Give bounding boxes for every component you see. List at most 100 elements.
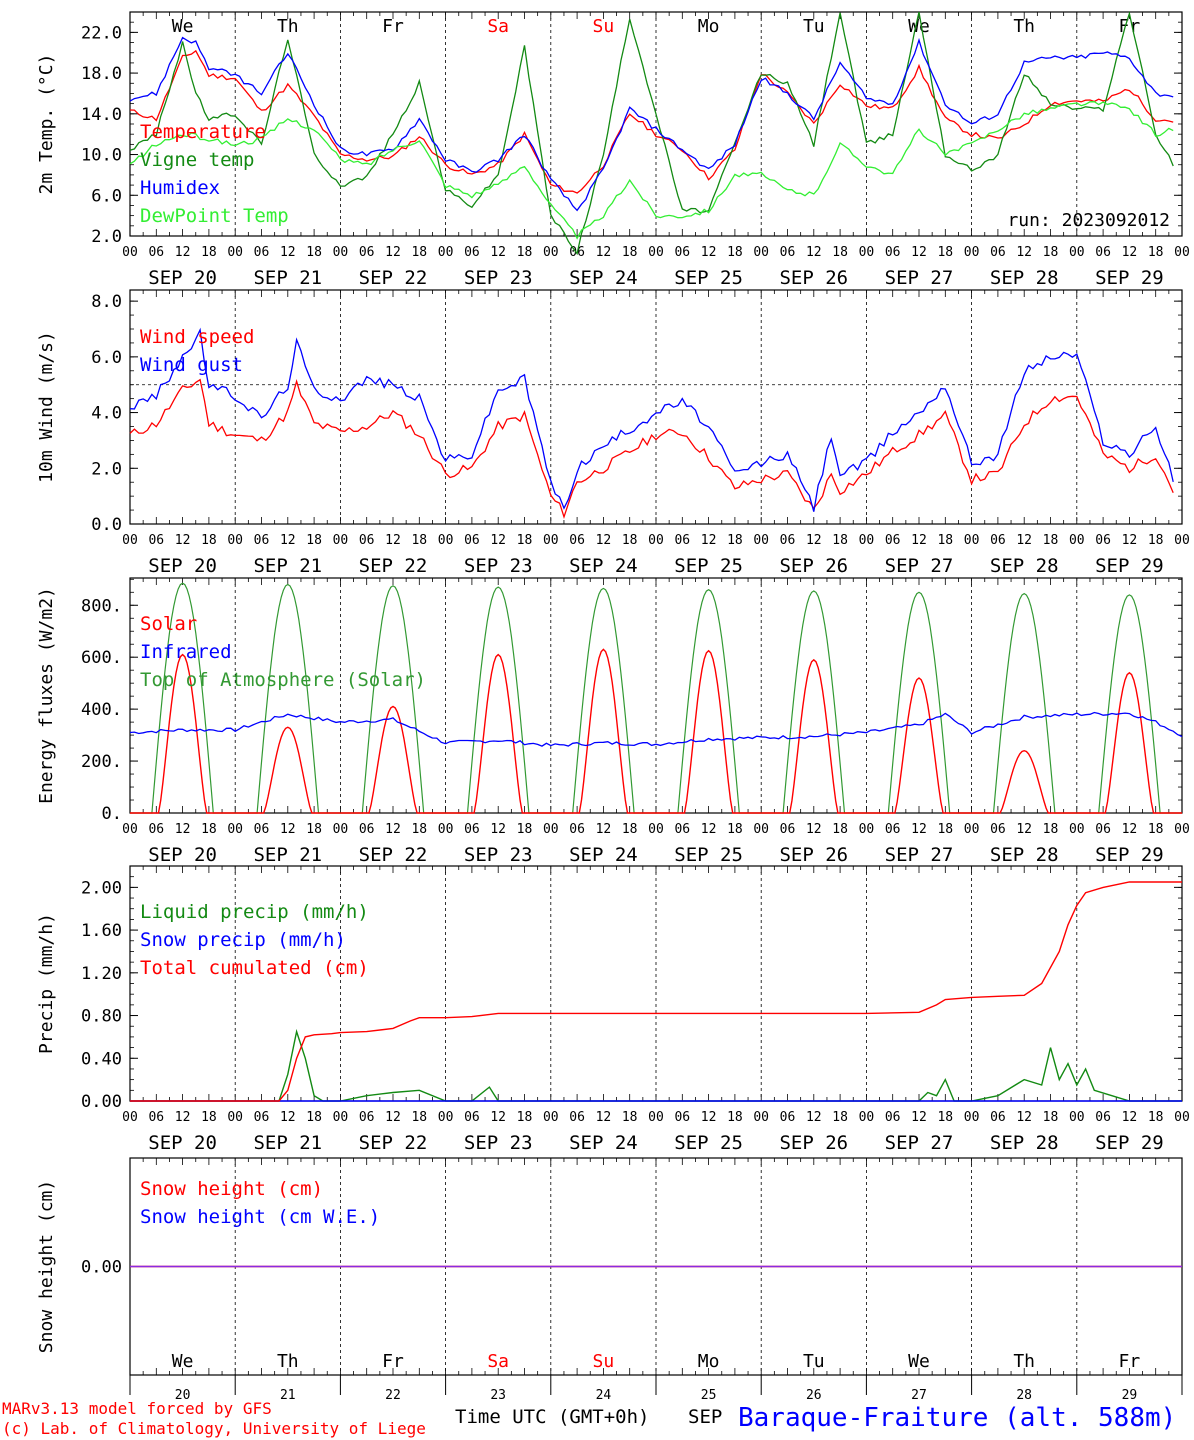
hour-label: 06 bbox=[464, 1110, 480, 1125]
hour-label: 06 bbox=[359, 533, 375, 548]
day-name: We bbox=[908, 16, 930, 37]
date-label: SEP 25 bbox=[674, 844, 743, 866]
solar-curve bbox=[761, 658, 867, 814]
hour-label: 06 bbox=[359, 822, 375, 837]
hour-label: 06 bbox=[254, 822, 270, 837]
hour-label: 12 bbox=[280, 533, 296, 548]
hour-label: 12 bbox=[385, 245, 401, 260]
date-label: SEP 25 bbox=[674, 555, 743, 577]
hour-label: 06 bbox=[780, 245, 796, 260]
date-label: SEP 28 bbox=[990, 844, 1059, 866]
hour-label: 00 bbox=[333, 822, 349, 837]
legend-entry: Snow height (cm) bbox=[140, 1178, 323, 1200]
hour-label: 12 bbox=[1122, 1110, 1138, 1125]
hour-label: 06 bbox=[464, 533, 480, 548]
hour-label: 06 bbox=[1095, 822, 1111, 837]
date-label: SEP 20 bbox=[148, 844, 217, 866]
hour-label: 06 bbox=[148, 533, 164, 548]
hour-label: 00 bbox=[122, 1110, 138, 1125]
day-name: We bbox=[172, 1351, 194, 1372]
hour-label: 18 bbox=[411, 1110, 427, 1125]
hour-label: 12 bbox=[806, 245, 822, 260]
legend-entry: Infrared bbox=[140, 641, 232, 663]
y-tick-label: 2.00 bbox=[81, 878, 122, 898]
hour-label: 06 bbox=[1095, 533, 1111, 548]
hour-label: 00 bbox=[1069, 245, 1085, 260]
hour-label: 00 bbox=[227, 533, 243, 548]
panel-1: 2.0 6.0 10.0 14.0 18.0 22.0 2m Temp. (°C) 00 06 1… bbox=[36, 10, 1190, 289]
legend-entry: Humidex bbox=[140, 177, 220, 199]
hour-label: 18 bbox=[201, 245, 217, 260]
hour-label: 06 bbox=[990, 245, 1006, 260]
hour-label: 12 bbox=[1016, 245, 1032, 260]
date-label: SEP 22 bbox=[359, 1132, 428, 1154]
hour-label: 18 bbox=[306, 533, 322, 548]
hour-label: 12 bbox=[175, 1110, 191, 1125]
date-label: SEP 25 bbox=[674, 1132, 743, 1154]
panel-4: 0.00 0.40 0.80 1.20 1.60 2.00 Precip (mm/h) 00 0… bbox=[36, 865, 1190, 1154]
hour-label: 18 bbox=[1043, 1110, 1059, 1125]
hour-label: 00 bbox=[333, 1110, 349, 1125]
hour-label: 18 bbox=[937, 533, 953, 548]
toa-solar-curve bbox=[445, 586, 551, 814]
hour-label: 00 bbox=[859, 533, 875, 548]
hour-label: 00 bbox=[753, 822, 769, 837]
hour-label: 18 bbox=[517, 822, 533, 837]
day-name: Sa bbox=[487, 1351, 509, 1372]
day-name: Su bbox=[593, 1351, 615, 1372]
y-tick-label: 22.0 bbox=[81, 23, 122, 43]
date-label: SEP 28 bbox=[990, 1132, 1059, 1154]
hour-label: 12 bbox=[1122, 245, 1138, 260]
y-tick-label: 1.20 bbox=[81, 964, 122, 984]
hour-label: 06 bbox=[990, 533, 1006, 548]
legend-entry: Liquid precip (mm/h) bbox=[140, 901, 369, 923]
hour-label: 06 bbox=[359, 245, 375, 260]
date-label: SEP 20 bbox=[148, 267, 217, 289]
hour-label: 00 bbox=[1069, 822, 1085, 837]
legend-entry: Top of Atmosphere (Solar) bbox=[140, 669, 426, 691]
hour-label: 18 bbox=[411, 533, 427, 548]
hour-label: 18 bbox=[727, 533, 743, 548]
hour-label: 12 bbox=[701, 822, 717, 837]
footer-model-text: MARv3.13 model forced by GFS bbox=[2, 1399, 272, 1418]
hour-label: 12 bbox=[1016, 533, 1032, 548]
hour-label: 12 bbox=[701, 1110, 717, 1125]
hour-label: 06 bbox=[148, 822, 164, 837]
day-name: Tu bbox=[803, 1351, 825, 1372]
hour-label: 00 bbox=[438, 245, 454, 260]
hour-label: 00 bbox=[859, 245, 875, 260]
day-name: Fr bbox=[382, 16, 404, 37]
hour-label: 18 bbox=[517, 1110, 533, 1125]
hour-label: 18 bbox=[306, 1110, 322, 1125]
hour-label: 12 bbox=[701, 245, 717, 260]
hour-label: 00 bbox=[227, 822, 243, 837]
hour-label: 18 bbox=[1043, 245, 1059, 260]
hour-label: 06 bbox=[464, 245, 480, 260]
panel-3: 0. 200. 400. 600. 800. Energy fluxes (W/m2) 00… bbox=[36, 577, 1190, 866]
y-axis-label: Snow height (cm) bbox=[36, 1180, 57, 1353]
hour-label: 00 bbox=[227, 1110, 243, 1125]
day-name: Sa bbox=[487, 16, 509, 37]
hour-label: 00 bbox=[543, 1110, 559, 1125]
hour-label: 12 bbox=[911, 245, 927, 260]
wind-speed-line bbox=[129, 378, 1174, 520]
toa-solar-curve bbox=[971, 592, 1077, 814]
solar-curve bbox=[656, 649, 762, 814]
y-tick-label: 2.0 bbox=[91, 227, 122, 247]
date-label: SEP 23 bbox=[464, 1132, 533, 1154]
hour-label: 18 bbox=[1148, 533, 1164, 548]
hour-label: 18 bbox=[1148, 245, 1164, 260]
y-tick-label: 10.0 bbox=[81, 146, 122, 166]
hour-label: 18 bbox=[727, 822, 743, 837]
date-label: SEP 21 bbox=[253, 1132, 322, 1154]
y-tick-label: 0.0 bbox=[91, 515, 122, 535]
date-label: SEP 21 bbox=[253, 267, 322, 289]
hour-label: 06 bbox=[254, 245, 270, 260]
humidex-line bbox=[129, 36, 1174, 212]
wind-gust-line bbox=[129, 327, 1174, 512]
temperature-line bbox=[129, 49, 1174, 194]
date-label: SEP 26 bbox=[779, 267, 848, 289]
hour-label: 06 bbox=[464, 822, 480, 837]
hour-label: 00 bbox=[1069, 533, 1085, 548]
hour-label: 12 bbox=[385, 1110, 401, 1125]
